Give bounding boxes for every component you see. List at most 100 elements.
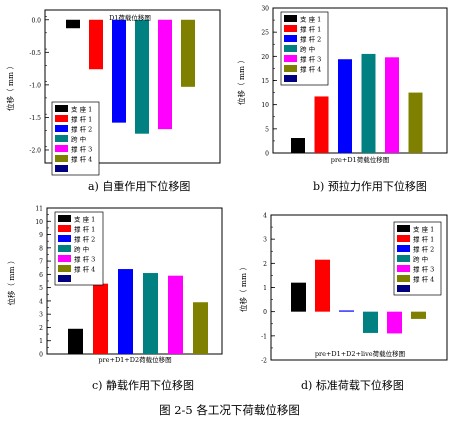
bar-4 xyxy=(135,19,149,134)
y-tick-label: 0.0 xyxy=(31,17,41,24)
y-tick-label: 7 xyxy=(39,259,43,266)
bar-3 xyxy=(112,19,126,123)
figure-caption: 图 2-5 各工况下荷载位移图 xyxy=(159,403,300,417)
legend-swatch xyxy=(58,215,71,222)
bar-6 xyxy=(411,311,426,319)
chart-title: D1荷载位移图 xyxy=(109,13,151,22)
legend-label: 跨 中 xyxy=(71,135,86,144)
legend-swatch xyxy=(58,235,71,242)
legend-swatch xyxy=(58,265,71,272)
bar-5 xyxy=(385,57,399,153)
legend-swatch xyxy=(284,45,297,52)
legend-label: 撑 杆 1 xyxy=(413,235,434,244)
legend-label: 撑 杆 3 xyxy=(74,255,95,264)
legend-swatch xyxy=(55,135,68,142)
y-tick-label: -2.0 xyxy=(29,147,41,154)
legend-swatch xyxy=(55,105,68,112)
legend-label: 撑 杆 2 xyxy=(71,125,92,134)
legend-label: 撑 杆 1 xyxy=(71,115,92,124)
y-tick-label: 0 xyxy=(265,151,269,158)
legend-label: 撑 杆 3 xyxy=(300,55,321,64)
y-tick-label: 3 xyxy=(39,312,43,319)
y-tick-label: 15 xyxy=(261,78,269,85)
legend-label: 支 座 1 xyxy=(71,105,92,114)
y-tick-label: 0 xyxy=(263,309,267,316)
legend-swatch xyxy=(284,75,297,82)
bar-6 xyxy=(181,19,195,87)
legend-swatch xyxy=(58,245,71,252)
y-tick-label: 2 xyxy=(263,261,267,268)
chart-title: pre+D1+D2+live荷载位移图 xyxy=(315,349,405,358)
y-tick-label: 5 xyxy=(265,126,269,133)
y-axis-label: 位移（ mm ） xyxy=(6,257,16,306)
legend-swatch xyxy=(55,115,68,122)
legend-swatch xyxy=(397,265,410,272)
bar-4 xyxy=(361,53,376,153)
y-tick-label: 4 xyxy=(39,298,43,305)
legend-swatch xyxy=(284,65,297,72)
legend-swatch xyxy=(55,145,68,152)
y-tick-label: -1 xyxy=(261,333,267,340)
y-tick-label: 10 xyxy=(35,219,43,226)
legend-swatch xyxy=(284,25,297,32)
legend-label: 撑 杆 2 xyxy=(413,245,434,254)
y-tick-label: 20 xyxy=(261,54,269,61)
legend-swatch xyxy=(397,225,410,232)
legend-label: 撑 杆 2 xyxy=(300,35,321,44)
y-tick-label: 9 xyxy=(39,232,43,239)
bar-6 xyxy=(408,92,423,153)
y-tick-label: 30 xyxy=(261,6,269,13)
y-tick-label: 6 xyxy=(39,272,43,279)
y-tick-label: 0 xyxy=(39,352,43,359)
legend-swatch xyxy=(284,55,297,62)
legend-label: 撑 杆 2 xyxy=(74,235,95,244)
legend-swatch xyxy=(58,275,71,282)
caption-a: a) 自重作用下位移图 xyxy=(88,180,191,193)
legend-swatch xyxy=(55,165,68,172)
bar-1 xyxy=(68,328,83,354)
bar-2 xyxy=(89,19,103,70)
caption-c: c) 静载作用下位移图 xyxy=(92,379,194,392)
legend-swatch xyxy=(55,125,68,132)
legend-swatch xyxy=(397,255,410,262)
bar-2 xyxy=(315,259,330,312)
y-axis-label: 位移（ mm ） xyxy=(5,62,15,111)
y-tick-label: -2 xyxy=(261,358,267,365)
y-tick-label: 1 xyxy=(263,285,267,292)
bar-5 xyxy=(158,19,172,130)
legend-swatch xyxy=(397,235,410,242)
y-tick-label: 4 xyxy=(263,213,267,220)
y-tick-label: 11 xyxy=(35,206,43,213)
legend-swatch xyxy=(58,225,71,232)
bar-4 xyxy=(363,311,378,333)
legend-label: 撑 杆 4 xyxy=(74,265,95,274)
y-tick-label: 2 xyxy=(39,325,43,332)
y-tick-label: -1.0 xyxy=(29,82,41,89)
bar-1 xyxy=(291,282,306,312)
bar-4 xyxy=(143,273,158,354)
legend-swatch xyxy=(284,15,297,22)
legend-label: 跨 中 xyxy=(300,45,315,54)
legend-label: 撑 杆 3 xyxy=(413,265,434,274)
caption-d: d) 标准荷载下位移图 xyxy=(301,379,404,392)
y-axis-label: 位移（ mm ） xyxy=(236,56,246,105)
bar-5 xyxy=(168,275,183,354)
bar-5 xyxy=(387,311,402,334)
legend-label: 支 座 1 xyxy=(74,215,95,224)
bar-2 xyxy=(314,96,329,153)
y-tick-label: 8 xyxy=(39,245,43,252)
legend-swatch xyxy=(397,285,410,292)
legend-label: 撑 杆 1 xyxy=(300,25,321,34)
legend-label: 撑 杆 1 xyxy=(74,225,95,234)
y-tick-label: 10 xyxy=(261,102,269,109)
y-tick-label: -0.5 xyxy=(29,50,41,57)
legend-label: 撑 杆 4 xyxy=(413,275,434,284)
y-tick-label: 1 xyxy=(39,338,43,345)
caption-b: b) 预拉力作用下位移图 xyxy=(313,180,427,193)
legend-label: 支 座 1 xyxy=(300,15,321,24)
chart-title: pre+D1荷载位移图 xyxy=(331,155,389,164)
bar-1 xyxy=(291,138,305,153)
